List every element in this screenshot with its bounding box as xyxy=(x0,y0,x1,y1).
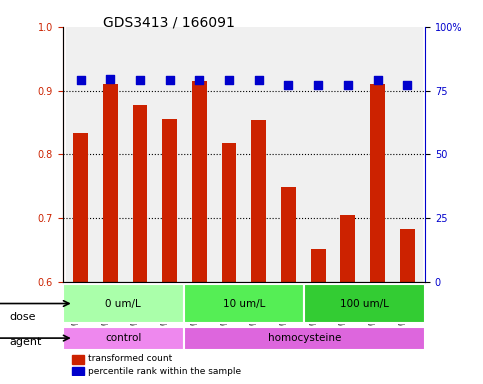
Point xyxy=(77,77,85,83)
Point xyxy=(166,77,173,83)
Bar xyxy=(132,104,147,282)
Bar xyxy=(281,187,296,282)
Bar xyxy=(273,27,303,282)
Bar xyxy=(370,84,385,282)
Text: 10 um/L: 10 um/L xyxy=(223,298,265,308)
Bar xyxy=(251,120,266,282)
Bar xyxy=(311,248,326,282)
Bar xyxy=(214,27,244,282)
Point xyxy=(374,76,382,83)
Text: 100 um/L: 100 um/L xyxy=(340,298,389,308)
Point xyxy=(284,82,292,88)
Bar xyxy=(125,27,155,282)
Text: transformed count: transformed count xyxy=(88,354,173,364)
Bar xyxy=(192,81,207,282)
FancyBboxPatch shape xyxy=(184,327,425,349)
Bar xyxy=(244,27,273,282)
Bar xyxy=(162,119,177,282)
Bar xyxy=(185,27,214,282)
Bar xyxy=(400,230,414,282)
Point xyxy=(196,76,203,83)
Bar xyxy=(222,143,237,282)
Text: 0 um/L: 0 um/L xyxy=(105,298,141,308)
Point xyxy=(314,83,322,89)
Bar xyxy=(363,27,392,282)
FancyBboxPatch shape xyxy=(63,284,184,323)
Bar xyxy=(103,84,118,282)
Bar xyxy=(72,367,84,375)
FancyBboxPatch shape xyxy=(304,284,425,323)
Text: GDS3413 / 166091: GDS3413 / 166091 xyxy=(103,15,235,29)
Text: agent: agent xyxy=(10,337,42,347)
Bar xyxy=(73,133,88,282)
Bar xyxy=(155,27,185,282)
Text: percentile rank within the sample: percentile rank within the sample xyxy=(88,367,242,376)
Bar xyxy=(96,27,125,282)
Bar xyxy=(66,27,96,282)
FancyBboxPatch shape xyxy=(184,284,304,323)
Point xyxy=(344,82,352,88)
Bar xyxy=(333,27,363,282)
Text: homocysteine: homocysteine xyxy=(268,333,341,343)
Bar xyxy=(303,27,333,282)
Text: control: control xyxy=(105,333,142,343)
Bar xyxy=(72,355,84,364)
Text: dose: dose xyxy=(10,312,36,322)
Point xyxy=(136,77,144,83)
Bar xyxy=(341,215,355,282)
Point xyxy=(255,76,263,83)
Point xyxy=(225,77,233,83)
Bar xyxy=(392,27,422,282)
Point xyxy=(403,83,411,89)
Point xyxy=(106,76,114,82)
FancyBboxPatch shape xyxy=(63,327,184,349)
